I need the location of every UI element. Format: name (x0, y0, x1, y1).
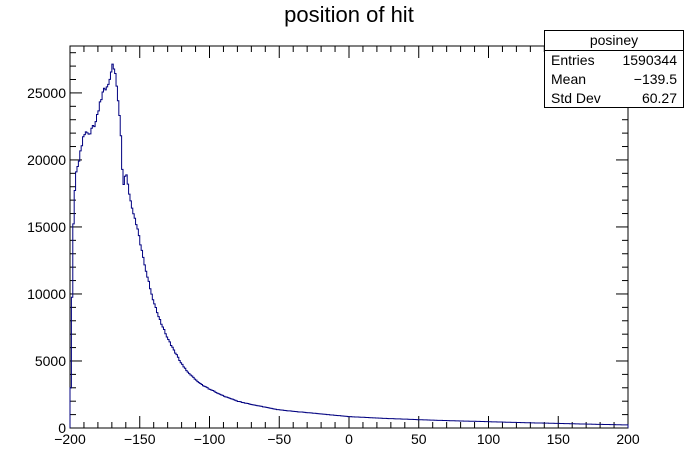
y-tick-label: 20000 (27, 152, 66, 168)
x-tick-label: −200 (54, 431, 86, 447)
stats-value: 1590344 (622, 52, 677, 68)
stats-row-entries: Entries 1590344 (545, 51, 683, 70)
x-tick-label: −100 (194, 431, 226, 447)
x-tick-label: 200 (616, 431, 640, 447)
y-tick-label: 25000 (27, 85, 66, 101)
stats-row-stddev: Std Dev 60.27 (545, 89, 683, 108)
y-tick-label: 15000 (27, 219, 66, 235)
stats-value: −139.5 (633, 71, 677, 87)
stats-label: Mean (551, 71, 587, 87)
y-tick-label: 5000 (35, 353, 66, 369)
x-tick-label: −50 (267, 431, 291, 447)
axis-tick-labels: −200 −150 −100 −50 0 50 100 150 200 0 5000 10000 150… (27, 85, 640, 447)
histogram-line (69, 63, 629, 428)
x-tick-label: −150 (124, 431, 156, 447)
y-tick-label: 10000 (27, 286, 66, 302)
x-tick-label: 150 (547, 431, 571, 447)
stats-label: Std Dev (551, 90, 601, 106)
stats-label: Entries (551, 52, 595, 68)
stats-value: 60.27 (641, 90, 677, 106)
y-tick-label: 0 (58, 420, 66, 436)
x-tick-label: 50 (411, 431, 427, 447)
x-tick-label: 100 (477, 431, 501, 447)
stats-box-name: posiney (545, 31, 683, 51)
x-tick-label: 0 (345, 431, 353, 447)
stats-row-mean: Mean −139.5 (545, 70, 683, 89)
chart-title: position of hit (284, 2, 414, 27)
stats-box: posiney Entries 1590344 Mean −139.5 Std … (544, 30, 684, 108)
